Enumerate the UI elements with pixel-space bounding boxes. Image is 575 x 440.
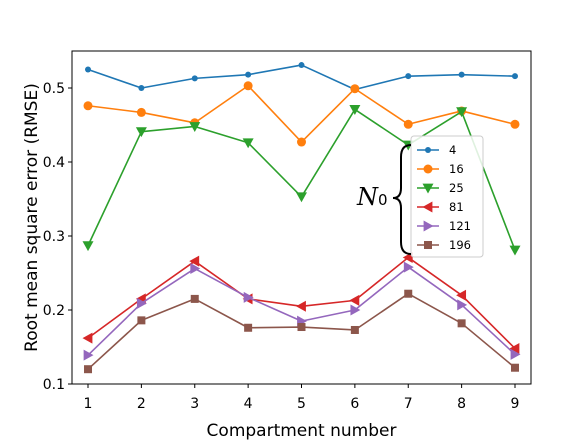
legend-entry-16: 16 <box>417 162 464 176</box>
legend-marker <box>422 183 434 194</box>
legend-marker <box>424 241 432 249</box>
data-point <box>135 127 147 138</box>
legend-entry-25: 25 <box>417 181 464 195</box>
x-tick-label: 7 <box>404 396 413 412</box>
x-tick-label: 8 <box>457 396 466 412</box>
legend-annotation-sub: 0 <box>378 191 388 209</box>
data-point <box>457 299 468 311</box>
x-tick-label: 4 <box>244 396 253 412</box>
legend-entry-4: 4 <box>417 143 456 157</box>
data-point <box>349 294 360 306</box>
series-line-16 <box>87 84 516 143</box>
x-tick-label: 6 <box>350 396 359 412</box>
data-point <box>245 71 252 78</box>
x-tick-label: 5 <box>297 396 306 412</box>
plot-area <box>82 62 521 374</box>
series-line-121 <box>87 266 516 356</box>
data-point <box>509 342 520 354</box>
data-point <box>349 105 361 115</box>
legend: 4 16 25 81 121 196 <box>410 135 484 258</box>
y-tick-label: 0.5 <box>43 81 65 97</box>
data-point <box>510 348 521 360</box>
data-point <box>83 349 94 361</box>
data-point <box>84 365 93 374</box>
legend-entry-196: 196 <box>417 238 471 252</box>
data-point <box>244 323 253 332</box>
legend-entry-81: 81 <box>417 200 464 214</box>
data-point <box>243 291 254 303</box>
y-tick-label: 0.4 <box>43 155 65 171</box>
data-point <box>85 66 92 73</box>
data-point <box>190 294 199 303</box>
series-line-81 <box>87 256 516 350</box>
legend-label: 121 <box>449 219 471 233</box>
data-point <box>190 263 201 275</box>
data-point <box>456 107 468 118</box>
x-tick-label: 9 <box>511 396 520 412</box>
data-point <box>405 73 412 80</box>
series-4 <box>85 62 518 93</box>
data-point <box>296 192 307 203</box>
y-tick-label: 0.3 <box>43 229 65 245</box>
data-point <box>403 261 414 273</box>
legend-label: 196 <box>449 238 471 252</box>
data-point <box>136 107 146 117</box>
data-point <box>189 255 200 267</box>
data-point <box>136 297 147 309</box>
data-point <box>350 84 360 94</box>
data-point <box>191 75 198 82</box>
data-point <box>297 137 306 147</box>
data-point <box>511 73 518 80</box>
series-25 <box>82 105 521 256</box>
legend-brace <box>392 144 412 255</box>
y-tick-label: 0.1 <box>43 377 65 393</box>
data-point <box>242 138 254 149</box>
data-point <box>189 122 201 132</box>
series-81 <box>82 251 520 354</box>
legend-annotation-label: N0 <box>356 183 388 211</box>
data-point <box>243 81 253 91</box>
legend-annotation-main: N <box>356 183 379 211</box>
data-point <box>404 289 413 298</box>
legend-marker <box>425 147 431 153</box>
x-axis-label: Compartment number <box>207 421 397 440</box>
data-point <box>510 363 519 372</box>
legend-label: 25 <box>449 181 464 195</box>
legend-label: 81 <box>449 200 464 214</box>
data-point <box>457 319 466 328</box>
data-point <box>456 289 467 301</box>
data-point <box>138 85 145 91</box>
series-line-4 <box>87 64 516 91</box>
y-axis-label: Root mean square error (RMSE) <box>22 83 42 352</box>
axes: 1 2 3 4 5 6 7 8 9 0.1 0.2 0.3 0.4 0.5 <box>43 81 520 412</box>
data-point <box>458 71 465 78</box>
data-point <box>403 119 413 129</box>
legend-marker <box>423 220 434 232</box>
x-tick-label: 1 <box>84 396 93 412</box>
y-tick-label: 0.2 <box>43 303 65 319</box>
legend-box <box>410 135 484 258</box>
data-point <box>137 316 146 325</box>
series-121 <box>83 261 521 361</box>
data-point <box>82 332 93 344</box>
legend-entry-121: 121 <box>417 219 471 233</box>
legend-marker <box>423 164 433 174</box>
x-tick-label: 2 <box>137 396 146 412</box>
data-point <box>510 119 520 129</box>
legend-label: 16 <box>449 162 464 176</box>
data-point <box>83 101 93 111</box>
data-point <box>350 325 359 334</box>
legend-marker <box>422 201 433 213</box>
data-point <box>350 304 361 316</box>
data-point <box>298 62 305 69</box>
data-point <box>82 241 94 252</box>
data-point <box>296 300 306 312</box>
legend-label: 4 <box>449 143 456 157</box>
legend-annotation: N0 <box>356 144 412 255</box>
data-point <box>297 323 306 332</box>
x-tick-label: 3 <box>190 396 199 412</box>
data-point <box>509 245 521 256</box>
series-196 <box>84 289 519 374</box>
